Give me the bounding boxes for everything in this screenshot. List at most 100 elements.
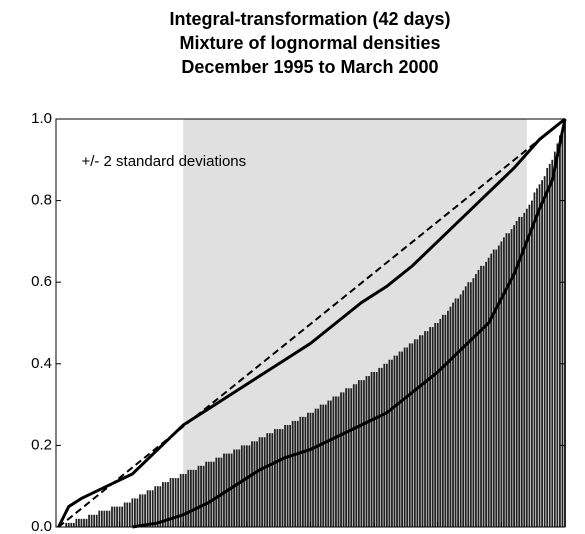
bar xyxy=(154,486,157,527)
bar xyxy=(240,445,243,527)
y-tick-label: 0.8 xyxy=(31,192,52,209)
bar xyxy=(78,518,80,527)
bar xyxy=(337,396,340,527)
bar xyxy=(128,502,131,527)
bar xyxy=(373,371,376,527)
bar xyxy=(134,498,136,527)
bar xyxy=(75,518,78,527)
bar xyxy=(243,445,246,527)
bar xyxy=(169,478,172,527)
bar xyxy=(551,159,554,528)
bar xyxy=(360,380,363,527)
bar xyxy=(531,200,533,527)
bar xyxy=(515,221,518,527)
bar xyxy=(490,253,493,527)
bar xyxy=(174,478,177,527)
x-tick-label: 125 xyxy=(362,531,387,534)
bar xyxy=(304,416,307,527)
bar xyxy=(469,282,472,527)
bar xyxy=(156,486,159,527)
bar xyxy=(452,302,454,527)
bar xyxy=(317,408,320,527)
bar xyxy=(426,331,429,527)
bar xyxy=(327,400,330,527)
bar xyxy=(492,249,495,527)
bar xyxy=(467,282,470,527)
bar xyxy=(319,404,322,527)
bar xyxy=(301,416,304,527)
bar xyxy=(538,184,541,527)
bar xyxy=(159,486,162,527)
bar xyxy=(172,478,174,527)
bar xyxy=(294,420,297,527)
x-tick-label: 25 xyxy=(111,531,128,534)
y-tick-label: 0.6 xyxy=(31,273,52,290)
bar xyxy=(291,420,294,527)
bar xyxy=(383,363,386,527)
bar xyxy=(312,412,314,527)
bar xyxy=(141,494,144,527)
bar xyxy=(149,490,152,527)
bar xyxy=(508,233,510,528)
bar xyxy=(184,473,187,527)
bar xyxy=(424,331,426,527)
bar xyxy=(434,323,437,527)
bar xyxy=(513,225,515,527)
x-tick-label: 200 xyxy=(552,531,577,534)
bar xyxy=(342,392,345,527)
bar xyxy=(464,286,467,527)
bar xyxy=(177,478,180,527)
bar xyxy=(416,339,419,527)
bar xyxy=(217,457,220,527)
x-tick-label: 150 xyxy=(425,531,450,534)
bar xyxy=(90,514,93,527)
bar xyxy=(139,494,141,527)
bar xyxy=(215,457,218,527)
bar xyxy=(284,425,286,527)
bar xyxy=(271,433,274,527)
bar xyxy=(431,327,434,527)
bar xyxy=(541,180,543,527)
bar xyxy=(419,335,421,527)
bar xyxy=(380,367,383,527)
bar xyxy=(212,461,215,527)
bar xyxy=(205,461,208,527)
bar xyxy=(106,510,108,527)
bar xyxy=(396,355,398,527)
bar xyxy=(332,396,335,527)
y-tick-label: 0.4 xyxy=(31,355,52,372)
bar xyxy=(322,404,325,527)
bar xyxy=(72,522,75,527)
bar xyxy=(118,506,121,527)
bar xyxy=(454,298,457,527)
annotation: +/- 2 standard deviations xyxy=(81,153,246,170)
bar xyxy=(182,473,185,527)
bar xyxy=(363,380,365,527)
bar xyxy=(200,465,202,527)
line xyxy=(57,118,566,528)
bar xyxy=(223,453,225,527)
bar xyxy=(251,441,253,527)
bar xyxy=(533,192,536,527)
bar xyxy=(398,351,401,527)
bar xyxy=(273,429,276,527)
shade-band xyxy=(183,119,527,527)
bar xyxy=(108,510,111,527)
bar xyxy=(131,498,134,527)
bar xyxy=(482,265,485,527)
bar xyxy=(161,482,164,527)
bar xyxy=(80,518,83,527)
bar xyxy=(480,265,482,527)
bar xyxy=(375,371,378,527)
bar xyxy=(103,510,106,527)
bar xyxy=(536,188,538,528)
bar xyxy=(67,522,70,527)
bar xyxy=(151,490,154,527)
bar xyxy=(136,498,139,527)
bar xyxy=(355,384,358,527)
bar xyxy=(307,412,309,527)
bar xyxy=(365,376,368,527)
bar xyxy=(126,502,129,527)
bar xyxy=(299,416,302,527)
